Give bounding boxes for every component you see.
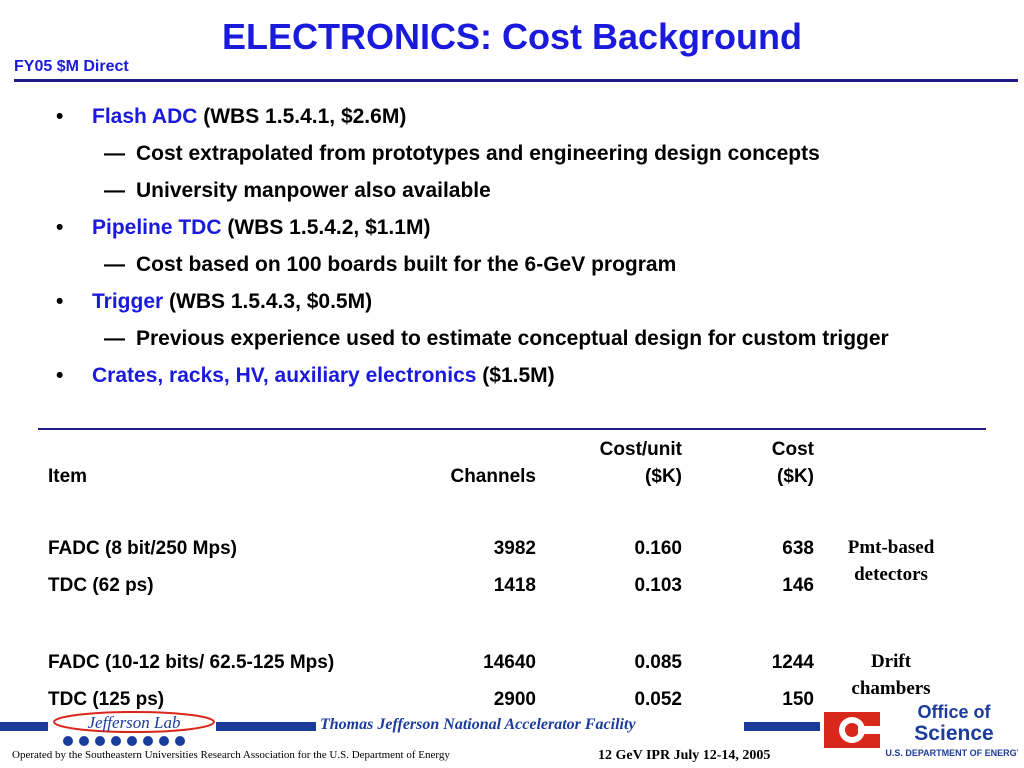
cell-channels: 14640 [483, 651, 536, 673]
footer-rule-right [744, 722, 820, 731]
cell-cost: 150 [782, 688, 814, 710]
bullet-flash-adc: • Flash ADC (WBS 1.5.4.1, $2.6M) [56, 104, 996, 129]
cell-channels: 1418 [493, 574, 536, 596]
sub-bullet-text: University manpower also available [136, 179, 491, 202]
bullet-text: ($1.5M) [476, 364, 555, 387]
group-label-drift: Drift chambers [826, 648, 956, 702]
sub-bullet: — Cost based on 100 boards built for the… [56, 252, 996, 277]
bullet-icon: • [56, 105, 64, 128]
header-item: Item [48, 465, 88, 487]
cell-item: TDC (125 ps) [48, 688, 165, 710]
dash-icon: — [104, 253, 125, 276]
bullet-highlight: Trigger [92, 290, 164, 313]
group-label-line: Pmt-based [847, 537, 935, 558]
footer-rule-left [0, 722, 48, 731]
cell-cost: 146 [782, 574, 814, 596]
bullet-highlight: Pipeline TDC [92, 216, 222, 239]
group-label-line: detectors [854, 564, 928, 585]
slide-title: ELECTRONICS: Cost Background [221, 16, 803, 57]
cell-cost-unit: 0.160 [634, 537, 682, 559]
header-channels: Channels [450, 465, 536, 487]
top-divider [14, 79, 1018, 82]
cell-cost-unit: 0.085 [634, 651, 682, 673]
sub-bullet: — Previous experience used to estimate c… [56, 326, 996, 351]
table-row: TDC (125 ps) 2900 0.052 150 [48, 681, 814, 718]
operated-by-text: Operated by the Southeastern Universitie… [12, 749, 450, 761]
sub-bullet-text: Cost based on 100 boards built for the 6… [136, 253, 677, 276]
table-row: TDC (62 ps) 1418 0.103 146 [48, 567, 814, 604]
bullet-text: (WBS 1.5.4.3, $0.5M) [163, 290, 373, 313]
dash-icon: — [104, 327, 125, 350]
cell-cost: 638 [782, 537, 814, 559]
bullet-list: • Flash ADC (WBS 1.5.4.1, $2.6M) — Cost … [56, 104, 996, 400]
sub-bullet-text: Previous experience used to estimate con… [136, 327, 889, 350]
dash-icon: — [104, 179, 125, 202]
doe-logo-line3: U.S. DEPARTMENT OF ENERGY [885, 748, 1018, 758]
facility-name: Thomas Jefferson National Accelerator Fa… [320, 716, 636, 733]
dash-icon: — [104, 142, 125, 165]
sub-bullet: — Cost extrapolated from prototypes and … [56, 141, 996, 166]
header-cost-top: Cost [771, 438, 814, 460]
cell-cost-unit: 0.103 [634, 574, 682, 596]
doe-logo-line1: Office of [917, 704, 991, 722]
cell-item: FADC (10-12 bits/ 62.5-125 Mps) [48, 651, 335, 673]
sub-bullet: — University manpower also available [56, 178, 996, 203]
conference-date: 12 GeV IPR July 12-14, 2005 [598, 748, 771, 763]
jefferson-lab-logo: Jefferson Lab [53, 711, 215, 746]
bullet-text: (WBS 1.5.4.2, $1.1M) [221, 216, 431, 239]
bullet-icon: • [56, 216, 64, 239]
bullet-icon: • [56, 290, 64, 313]
group-label-line: chambers [851, 678, 931, 699]
table-divider [38, 428, 986, 430]
bullet-icon: • [56, 364, 64, 387]
cell-item: FADC (8 bit/250 Mps) [48, 537, 237, 559]
group-label-line: Drift [870, 651, 912, 672]
bullet-text: (WBS 1.5.4.1, $2.6M) [197, 105, 407, 128]
doe-logo-line2: Science [914, 722, 993, 745]
bullet-pipeline-tdc: • Pipeline TDC (WBS 1.5.4.2, $1.1M) [56, 215, 996, 240]
cell-channels: 3982 [493, 537, 536, 559]
footer-rule-mid [216, 722, 316, 731]
group-label-pmt: Pmt-based detectors [826, 534, 956, 588]
table-row: FADC (8 bit/250 Mps) 3982 0.160 638 [48, 530, 814, 567]
header-cost-bottom: ($K) [777, 465, 814, 487]
bullet-trigger: • Trigger (WBS 1.5.4.3, $0.5M) [56, 289, 996, 314]
cell-cost-unit: 0.052 [634, 688, 682, 710]
jlab-logo-text: Jefferson Lab [87, 713, 180, 732]
sub-bullet-text: Cost extrapolated from prototypes and en… [136, 142, 820, 165]
cell-cost: 1244 [771, 651, 814, 673]
slide-subtitle: FY05 $M Direct [14, 58, 129, 75]
bullet-highlight: Crates, racks, HV, auxiliary electronics [92, 364, 477, 387]
cost-table: Cost/unit Cost Item Channels ($K) ($K) F… [48, 436, 814, 718]
header-cost-unit-top: Cost/unit [599, 438, 682, 460]
table-header-row: Item Channels ($K) ($K) [48, 463, 814, 490]
bullet-highlight: Flash ADC [92, 105, 198, 128]
office-of-science-logo: Office of Science U.S. DEPARTMENT OF ENE… [824, 704, 1018, 758]
cell-item: TDC (62 ps) [48, 574, 154, 596]
table-row: FADC (10-12 bits/ 62.5-125 Mps) 14640 0.… [48, 644, 814, 681]
bullet-crates: • Crates, racks, HV, auxiliary electroni… [56, 363, 996, 388]
cell-channels: 2900 [493, 688, 536, 710]
header-cost-unit-bottom: ($K) [645, 465, 682, 487]
table-header-row: Cost/unit Cost [48, 436, 814, 463]
